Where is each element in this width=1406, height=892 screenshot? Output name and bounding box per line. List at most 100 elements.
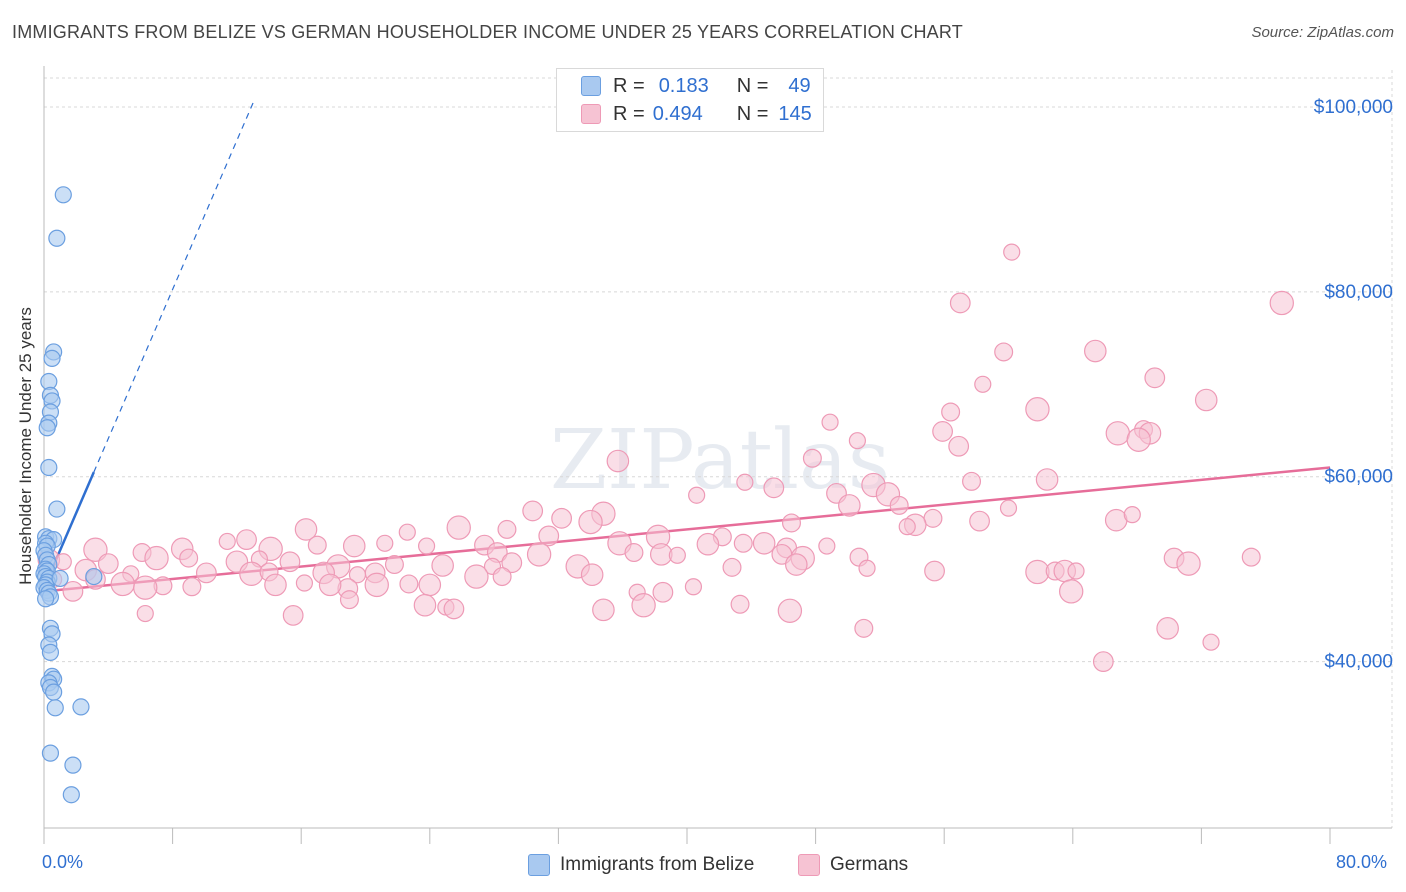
germans-point [551,507,573,529]
germans-point [417,537,436,555]
germans-point [538,525,560,547]
germans-point [684,578,703,596]
belize-point [45,683,63,701]
germans-point [418,573,442,597]
belize-point [72,698,90,716]
belize-point [48,229,66,247]
germans-point [97,553,119,575]
germans-point [236,529,257,550]
germans-point [994,342,1014,362]
germans-point [889,495,909,515]
germans-point [1003,243,1021,261]
belize-point [41,643,60,661]
germans-point [652,581,674,603]
germans-point [1156,617,1179,640]
germans-point [578,509,603,535]
source-label: Source: ZipAtlas.com [1251,24,1394,41]
germans-point [592,598,615,622]
germans-point [848,432,866,450]
germans-point [781,513,801,533]
belize-points [35,186,103,804]
germans-point [294,518,318,541]
germans-point [182,577,202,597]
germans-point [1144,367,1166,389]
germans-point [464,564,489,589]
germans-point [858,559,876,577]
legend-r-value-belize: 0.183 [658,74,709,97]
germans-point [218,532,236,551]
bottom-legend-label-germans: Germans [830,854,909,875]
germans-point [1058,579,1084,604]
legend-r-label: R = [613,102,645,125]
germans-point [239,561,264,586]
germans-point [606,449,630,473]
belize-point [41,744,60,762]
germans-point [898,518,916,536]
germans-point [1092,651,1114,673]
germans-point [279,551,301,573]
legend-swatch-germans [581,104,601,124]
germans-point [949,292,971,314]
germans-point [924,560,945,582]
germans-point [1025,559,1050,585]
germans-point [974,375,992,393]
bottom-legend-swatch-belize [528,854,550,876]
belize-point [62,786,80,804]
germans-point [492,567,512,587]
legend-n-label: N = [736,74,769,97]
germans-point [446,515,471,540]
germans-point [696,532,720,556]
germans-point [133,575,158,600]
germans-point [838,494,861,517]
belize-point [43,349,61,368]
y-tick-label: $100,000 [1314,97,1393,118]
bottom-legend-swatch-germans [798,854,820,876]
germans-point [1105,421,1131,446]
germans-point [110,571,135,597]
germans-point [736,473,754,491]
germans-point [962,471,982,491]
bottom-legend-label-belize: Immigrants from Belize [560,854,755,875]
germans-point [282,604,304,626]
germans-point [83,537,108,562]
germans-point [501,552,523,574]
germans-point [307,535,327,555]
germans-point [932,421,953,442]
germans-point [295,574,314,592]
legend-row-belize: R = 0.183 N = 49 [581,74,811,98]
germans-point [195,562,217,584]
legend-swatch-belize [581,76,601,96]
bottom-legend-germans: Germans [798,852,908,878]
germans-point [1067,562,1085,580]
germans-point [580,563,604,587]
legend-n-label: N = [736,102,769,125]
legend: R = 0.183 N = 49 R = 0.494 N = 145 [556,68,824,132]
germans-point [785,553,808,576]
belize-point [85,567,103,586]
germans-point [722,557,742,577]
germans-point [54,553,72,571]
germans-points [37,243,1294,673]
legend-row-germans: R = 0.494 N = 145 [581,102,812,126]
legend-r-value-germans: 0.494 [652,102,703,125]
germans-point [1176,551,1201,576]
germans-point [1202,633,1220,651]
germans-point [1126,427,1151,452]
germans-point [1241,547,1261,567]
belize-point [40,458,58,477]
germans-point [526,542,552,567]
germans-point [62,580,84,602]
germans-point [497,519,517,539]
germans-point [1035,468,1059,491]
germans-point [818,537,836,555]
germans-point [1025,397,1050,422]
germans-point [1123,506,1141,524]
legend-n-value-belize: 49 [788,74,811,97]
legend-r-label: R = [613,74,645,97]
germans-point [821,413,839,431]
belize-point [54,186,72,204]
germans-point [802,448,822,468]
germans-point [777,598,803,623]
germans-point [752,531,776,555]
